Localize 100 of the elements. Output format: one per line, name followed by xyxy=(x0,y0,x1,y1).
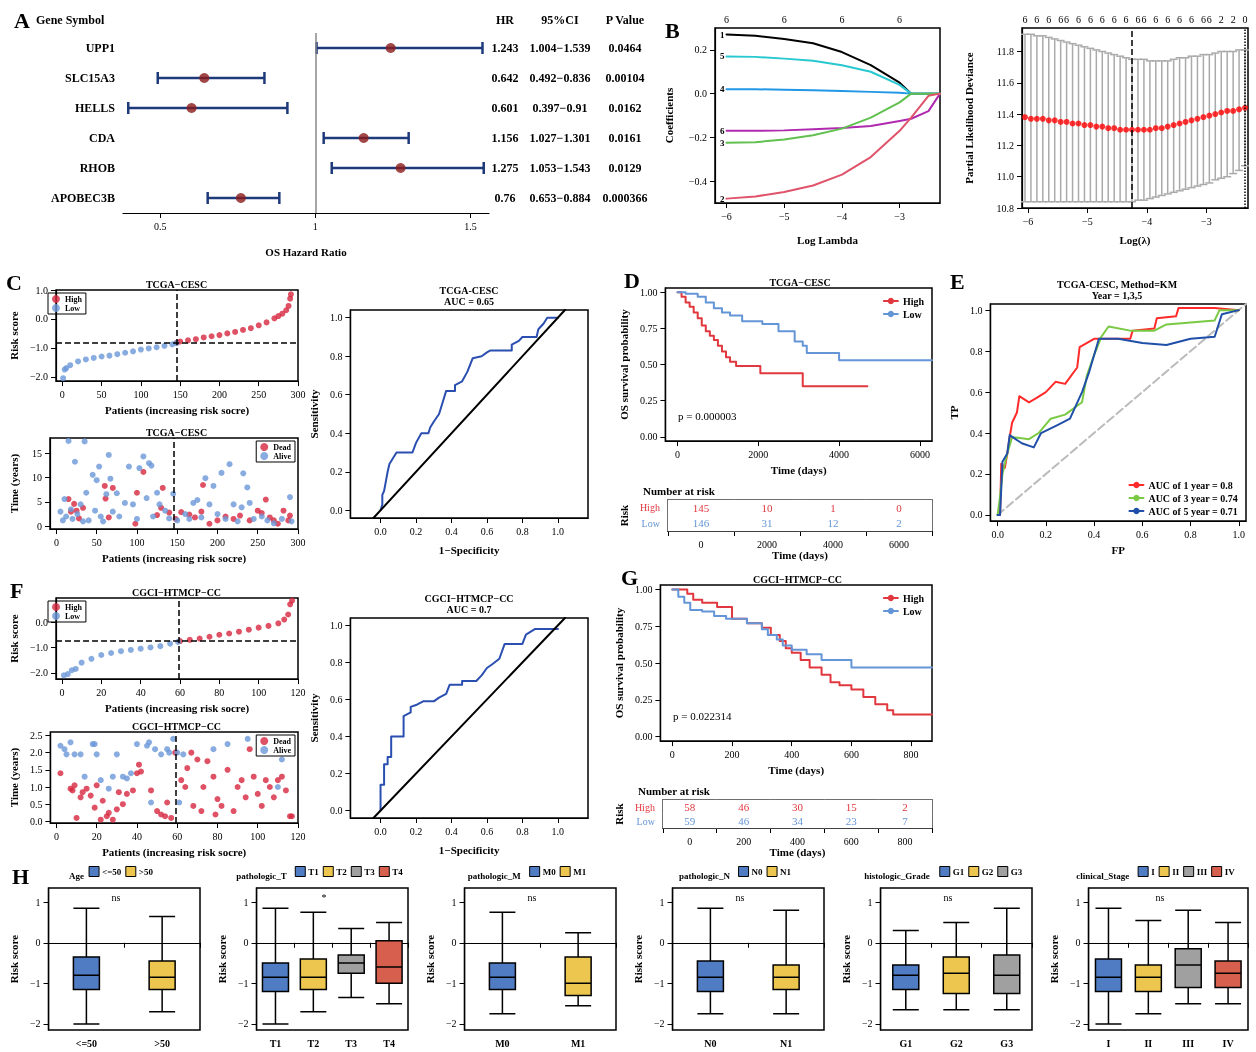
text: 6 xyxy=(1034,13,1040,25)
text: 0.653−0.884 xyxy=(529,191,591,205)
y-tick-label: −1.0 xyxy=(29,342,49,354)
y-tick-label: 0 xyxy=(1075,937,1081,949)
text: 6 xyxy=(724,13,730,25)
legend-label: N1 xyxy=(780,866,792,877)
y-axis-title: Risk xyxy=(617,503,630,527)
y-tick-label: −0.4 xyxy=(688,175,707,187)
x-tick-label: 20 xyxy=(91,830,102,842)
x-tick-label: 300 xyxy=(290,388,306,400)
x-tick-label: 300 xyxy=(290,536,306,548)
y-tick-label: 0.8 xyxy=(329,656,343,668)
x-tick-label: 120 xyxy=(290,686,306,698)
chart-title: CGCI−HTMCP−CC xyxy=(131,720,222,732)
y-tick-label: −2.0 xyxy=(29,667,49,679)
x-tick-label: G3 xyxy=(1000,1037,1014,1049)
y-tick-label: −0.2 xyxy=(688,131,707,143)
x-tick-label: 0 xyxy=(669,748,675,760)
y-tick-label: 0.8 xyxy=(969,345,983,357)
x-axis-title: Patients (increasing risk socre) xyxy=(104,403,250,417)
y-axis-title: Gene Symbol xyxy=(36,13,105,27)
y-tick-label: 0.2 xyxy=(329,466,343,478)
text: P Value xyxy=(605,13,645,27)
x-tick-label: 0.5 xyxy=(153,220,167,232)
y-tick-label: 2.5 xyxy=(29,729,43,741)
x-tick-label: T1 xyxy=(269,1037,282,1049)
data-label: 58 xyxy=(684,801,696,813)
y-axis-title: Risk score xyxy=(7,614,20,663)
x-tick-label: 0.0 xyxy=(374,825,387,837)
legend-label: Low xyxy=(65,611,81,621)
y-tick-label: −1 xyxy=(29,977,41,989)
x-tick-label: −6 xyxy=(1022,215,1034,227)
x-tick-label: 0.8 xyxy=(516,825,529,837)
y-tick-label: 0.0 xyxy=(35,616,49,628)
y-tick-label: 11.0 xyxy=(996,171,1014,183)
legend-label: M0 xyxy=(542,866,557,877)
x-axis-title: Time (days) xyxy=(769,846,826,860)
y-axis-title: Risk score xyxy=(215,934,228,984)
x-tick-label: N1 xyxy=(780,1037,793,1049)
text: 6 xyxy=(781,13,787,25)
x-tick-label: 6000 xyxy=(909,448,930,460)
legend-title: histologic_Grade xyxy=(864,870,930,881)
y-tick-label: 1 xyxy=(1075,896,1081,908)
x-tick-label: 800 xyxy=(897,835,913,847)
annotation: ns xyxy=(111,891,121,903)
x-tick-label: I xyxy=(1106,1037,1111,1049)
y-tick-label: −2 xyxy=(861,1018,873,1030)
y-axis-title: OS survival probability xyxy=(617,308,630,420)
text: F xyxy=(10,577,24,603)
x-axis-title: Patients (increasing risk socre) xyxy=(104,701,250,715)
x-tick-label: 0.0 xyxy=(374,525,387,537)
x-tick-label: 150 xyxy=(172,388,188,400)
x-tick-label: 60 xyxy=(172,830,183,842)
y-tick-label: −1.0 xyxy=(29,641,49,653)
annotation: * xyxy=(321,891,327,903)
x-tick-label: 50 xyxy=(91,536,102,548)
x-tick-label: 400 xyxy=(789,835,805,847)
x-tick-label: >50 xyxy=(154,1037,170,1049)
y-axis-title: Risk score xyxy=(423,934,436,984)
text: 0.397−0.91 xyxy=(532,101,588,115)
y-tick-label: SLC15A3 xyxy=(64,71,115,85)
y-tick-label: RHOB xyxy=(79,161,115,175)
chart-title: TCGA−CESC xyxy=(145,278,208,290)
text: 6 xyxy=(839,13,845,25)
legend-label: N0 xyxy=(751,866,764,877)
y-tick-label: 0 xyxy=(451,937,457,949)
text: HR xyxy=(496,13,515,27)
text: 0.0162 xyxy=(608,101,642,115)
chart-title: Number at risk xyxy=(638,784,711,797)
legend-label: <=50 xyxy=(102,866,122,877)
text: 1.027−1.301 xyxy=(529,131,591,145)
series-label: 5 xyxy=(720,51,726,62)
data-label: 0.601 xyxy=(491,101,519,115)
data-label: 46 xyxy=(738,815,750,827)
legend-title: pathologic_M xyxy=(467,870,522,881)
data-label: 2 xyxy=(902,801,908,813)
legend-label: Low xyxy=(65,303,81,313)
data-label: 10 xyxy=(761,501,773,514)
chart-title: TCGA-CESC xyxy=(439,284,499,296)
x-tick-label: M0 xyxy=(495,1037,510,1049)
text: 2 xyxy=(1230,13,1236,25)
y-axis-title: Risk score xyxy=(1047,934,1060,984)
y-tick-label: 5 xyxy=(37,496,42,508)
y-tick-label: 1 xyxy=(659,896,665,908)
x-tick-label: 50 xyxy=(96,388,107,400)
series-label: 1 xyxy=(720,29,726,40)
x-tick-label: 0 xyxy=(675,448,681,460)
x-tick-label: 0.2 xyxy=(409,525,423,537)
x-tick-label: 0 xyxy=(53,536,59,548)
x-tick-label: 0.2 xyxy=(409,825,423,837)
chart-title: TCGA−CESC xyxy=(769,276,831,288)
y-tick-label: 1.0 xyxy=(35,284,49,296)
y-tick-label: 1 xyxy=(867,896,873,908)
y-tick-label: 1 xyxy=(243,896,249,908)
series-label: 3 xyxy=(720,137,726,148)
y-tick-label: 0.0 xyxy=(35,313,49,325)
y-tick-label: 1 xyxy=(35,896,41,908)
x-tick-label: −3 xyxy=(1201,215,1212,227)
y-axis-title: Risk xyxy=(612,802,625,825)
x-tick-label: 200 xyxy=(724,748,740,760)
